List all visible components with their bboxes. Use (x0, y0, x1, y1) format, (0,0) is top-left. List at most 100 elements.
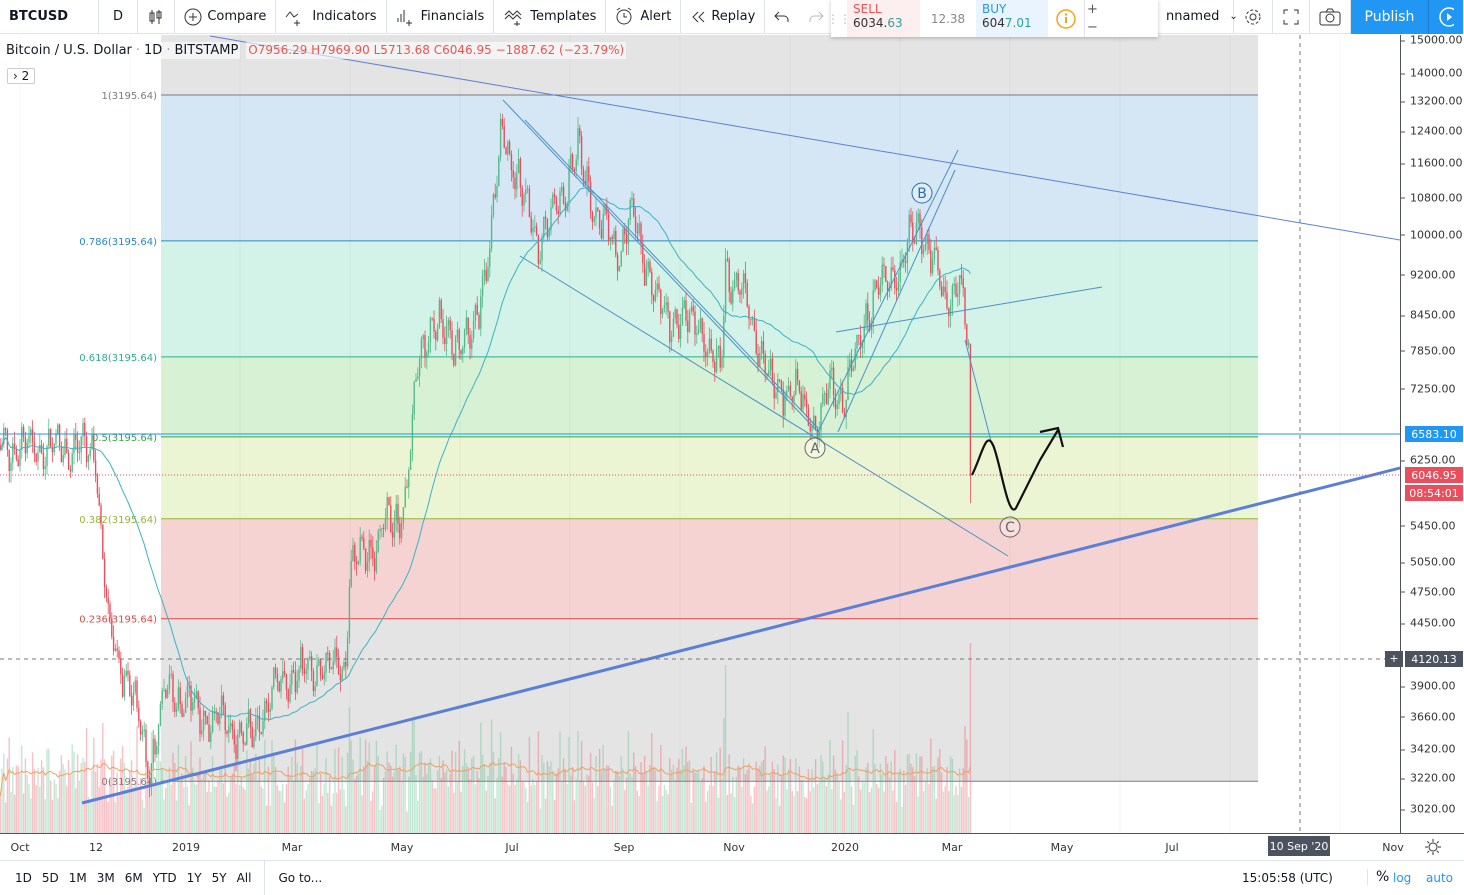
volume-bar (229, 777, 232, 833)
range-3m[interactable]: 3M (96, 870, 115, 885)
candle-body (651, 271, 653, 296)
range-1m[interactable]: 1M (68, 870, 87, 885)
chart-pane[interactable]: 1(3195.64) 0.786(3195.64) 0.618(3195.64) 0.… (0, 35, 1400, 833)
fullscreen-button[interactable] (1273, 0, 1310, 34)
volume-bar (881, 774, 883, 833)
indicators-button[interactable]: Indicators (276, 0, 387, 34)
publish-button[interactable]: Publish (1350, 0, 1428, 34)
candle-body (768, 370, 770, 376)
auto-scale-toggle[interactable]: auto (1426, 871, 1454, 885)
candle-body (654, 289, 657, 301)
candle-body (37, 452, 39, 462)
axis-settings-button[interactable] (1424, 838, 1442, 859)
volume-bar (874, 763, 876, 833)
range-ytd[interactable]: YTD (152, 870, 177, 885)
clock[interactable]: 15:05:58 (UTC) (1242, 871, 1333, 885)
volume-bar (395, 744, 397, 833)
volume-bar (958, 768, 961, 833)
candle-body (147, 761, 149, 779)
compare-button[interactable]: Compare (175, 0, 277, 34)
range-5d[interactable]: 5D (41, 870, 59, 885)
volume-bar (336, 792, 338, 833)
add-alert-plus-icon[interactable]: + (1385, 651, 1403, 667)
volume-bar (445, 769, 448, 833)
sell-button[interactable]: SELL 6034.63 (847, 0, 920, 37)
chart-canvas[interactable]: 1(3195.64) 0.786(3195.64) 0.618(3195.64) 0.… (0, 35, 1400, 833)
fib-level-label: 0.618(3195.64) (79, 353, 157, 364)
candle-body (676, 309, 678, 326)
log-scale-toggle[interactable]: log (1393, 871, 1412, 885)
candle-body (127, 670, 129, 675)
drag-handle[interactable]: ⋮⋮ (827, 11, 851, 26)
candle-body (843, 412, 846, 418)
candle-body (681, 307, 684, 325)
candle-body (255, 718, 257, 737)
symbol-search-button[interactable]: BTCUSD (0, 0, 99, 34)
buy-button[interactable]: BUY 6047.01 (976, 0, 1048, 37)
undo-button[interactable] (765, 0, 799, 34)
volume-bar (391, 776, 394, 833)
volume-bar (289, 774, 291, 833)
volume-bar (865, 767, 867, 833)
goto-button[interactable]: Go to... (264, 860, 322, 895)
candle-body (442, 319, 444, 338)
volume-bar (193, 783, 196, 833)
range-all[interactable]: All (236, 870, 252, 885)
price-axis[interactable]: 15000.00 14000.00 13200.00 12400.00 11600.00… (1385, 34, 1464, 833)
volume-bar (877, 787, 880, 833)
candle-body (658, 283, 660, 290)
range-1y[interactable]: 1Y (186, 870, 202, 885)
increase-qty-button[interactable]: + (1087, 1, 1098, 17)
candle-body (759, 352, 761, 367)
volume-bar (100, 759, 102, 833)
volume-bar (915, 753, 918, 833)
candle-body (771, 358, 774, 382)
volume-bar (364, 739, 367, 833)
volume-bar (210, 791, 212, 833)
range-5y[interactable]: 5Y (211, 870, 227, 885)
layout-menu-button[interactable]: nnamed ⌄ (1157, 0, 1238, 34)
volume-bar (67, 760, 70, 833)
volume-bar (215, 786, 217, 833)
candle-body (827, 389, 829, 404)
play-button[interactable] (1428, 0, 1464, 34)
candle-body (879, 284, 882, 295)
info-button[interactable] (1048, 0, 1084, 37)
candle-body (544, 216, 547, 219)
volume-bar (19, 774, 21, 833)
percent-scale-toggle[interactable]: % (1367, 869, 1389, 885)
templates-button[interactable]: Templates (494, 0, 607, 34)
candle-body (598, 210, 601, 229)
candle-body (193, 697, 196, 703)
price-tick-label: 4450.00 (1401, 617, 1456, 630)
chevron-down-icon: ⌄ (1229, 11, 1238, 22)
volume-bar (130, 760, 133, 833)
range-6m[interactable]: 6M (124, 870, 143, 885)
candle-body (172, 673, 174, 703)
time-tick-label: Mar (281, 841, 303, 854)
channel-line (519, 255, 1009, 557)
indicators-toggle-button[interactable]: › 2 (7, 68, 36, 84)
candle-body (57, 424, 59, 434)
candle-body (253, 736, 255, 748)
volume-bar (411, 720, 414, 833)
chart-type-button[interactable] (138, 0, 176, 34)
decrease-qty-button[interactable]: − (1087, 20, 1098, 36)
volume-bar (325, 757, 327, 833)
range-1d[interactable]: 1D (15, 870, 32, 885)
candle-body (111, 617, 113, 637)
candle-body (852, 368, 855, 372)
time-axis[interactable]: 10 Sep '20 Oct 12 2019 Mar May Jul Sep Nov 2020 M… (0, 833, 1464, 859)
candle-body (66, 438, 68, 453)
financials-button[interactable]: Financials (387, 0, 495, 34)
candle-body (890, 267, 892, 289)
settings-button[interactable] (1234, 0, 1273, 34)
alert-button[interactable]: Alert (606, 0, 682, 34)
candle-body (435, 331, 437, 341)
candle-body (370, 539, 372, 548)
replay-button[interactable]: Replay (681, 0, 766, 34)
support-trendline (81, 466, 1400, 805)
interval-button[interactable]: D (99, 0, 139, 34)
snapshot-button[interactable] (1310, 0, 1351, 34)
candle-body (831, 367, 833, 371)
